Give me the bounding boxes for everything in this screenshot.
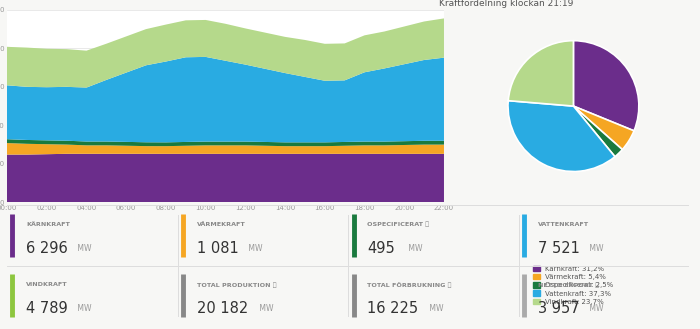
Legend: Kärnkraft: 31,2%, Värmekraft: 5,4%, Ospecificerat: 2,5%, Vattenkraft: 37,3%, Vin: Kärnkraft: 31,2%, Värmekraft: 5,4%, Ospe… [533, 266, 613, 305]
Text: NETTO EXPORT ⓘ: NETTO EXPORT ⓘ [538, 282, 599, 288]
Text: MW: MW [257, 304, 273, 313]
Text: VINDKRAFT: VINDKRAFT [26, 282, 68, 287]
Text: MW: MW [246, 244, 262, 253]
Text: KÄRNKRAFT: KÄRNKRAFT [26, 222, 70, 227]
Text: MW: MW [428, 304, 444, 313]
Text: MW: MW [587, 304, 603, 313]
Text: Kraftfördelning klockan 21:19: Kraftfördelning klockan 21:19 [439, 0, 573, 8]
Text: VATTENKRAFT: VATTENKRAFT [538, 222, 589, 227]
Text: 16 225: 16 225 [368, 301, 419, 316]
Text: VÄRMEKRAFT: VÄRMEKRAFT [197, 222, 246, 227]
Text: 1 081: 1 081 [197, 241, 239, 256]
Text: 495: 495 [368, 241, 395, 256]
Text: TOTAL PRODUKTION ⓘ: TOTAL PRODUKTION ⓘ [197, 282, 276, 288]
Text: MW: MW [75, 304, 92, 313]
Text: MW: MW [75, 244, 92, 253]
Text: MW: MW [587, 244, 603, 253]
Wedge shape [573, 106, 622, 157]
Text: 6 296: 6 296 [26, 241, 68, 256]
Text: TOTAL FÖRBRUKNING ⓘ: TOTAL FÖRBRUKNING ⓘ [368, 282, 452, 288]
Text: MW: MW [405, 244, 422, 253]
Text: 7 521: 7 521 [538, 241, 580, 256]
Text: OSPECIFICERAT ⓘ: OSPECIFICERAT ⓘ [368, 222, 430, 227]
Text: 3 957: 3 957 [538, 301, 580, 316]
Wedge shape [573, 41, 639, 131]
Wedge shape [508, 41, 573, 106]
Text: 4 789: 4 789 [26, 301, 68, 316]
Wedge shape [573, 106, 634, 150]
Wedge shape [508, 101, 615, 171]
Text: 20 182: 20 182 [197, 301, 248, 316]
